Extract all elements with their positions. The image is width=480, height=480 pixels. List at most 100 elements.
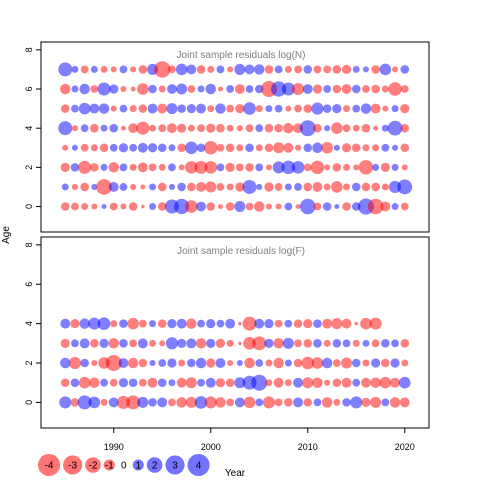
- residual-bubble: [71, 183, 78, 190]
- residual-bubble: [108, 397, 119, 408]
- residual-bubble: [397, 179, 413, 195]
- residual-bubble: [120, 125, 126, 131]
- residual-bubble: [167, 358, 177, 368]
- residual-bubble: [174, 198, 190, 215]
- residual-bubble: [242, 316, 257, 331]
- residual-bubble: [119, 183, 128, 191]
- residual-bubble: [303, 339, 313, 348]
- residual-bubble: [236, 359, 243, 367]
- residual-bubble: [101, 204, 107, 210]
- residual-bubble: [70, 163, 80, 172]
- residual-bubble: [373, 125, 379, 131]
- residual-bubble: [292, 82, 305, 96]
- residual-bubble: [274, 65, 283, 74]
- residual-bubble: [294, 65, 302, 74]
- residual-bubble: [149, 183, 157, 191]
- residual-bubble: [245, 124, 254, 133]
- residual-bubble: [215, 358, 226, 368]
- y-axis-title: Age: [1, 226, 12, 244]
- residual-bubble: [341, 143, 352, 153]
- residual-bubble: [196, 65, 206, 74]
- residual-bubble: [119, 319, 128, 328]
- residual-bubble: [235, 182, 245, 192]
- residual-bubble: [284, 359, 292, 367]
- residual-bubble: [362, 359, 370, 367]
- residual-bubble: [234, 397, 245, 408]
- residual-bubble: [79, 338, 90, 349]
- residual-bubble: [342, 339, 351, 348]
- residual-bubble: [187, 358, 196, 368]
- panel-top-title: Joint sample residuals log(N): [177, 50, 306, 61]
- residual-bubble: [119, 104, 128, 113]
- residual-bubble: [313, 65, 322, 74]
- residual-bubble: [96, 179, 112, 195]
- residual-bubble: [370, 103, 381, 114]
- residual-bubble: [108, 338, 119, 349]
- legend-bubble: [38, 453, 61, 477]
- residual-bubble: [177, 182, 186, 192]
- residual-bubble: [71, 85, 79, 93]
- residual-bubble: [176, 318, 187, 329]
- residual-bubble: [137, 83, 149, 95]
- residual-bubble: [186, 64, 197, 75]
- residual-bubble: [167, 84, 177, 94]
- residual-bubble: [167, 123, 177, 134]
- residual-bubble: [372, 163, 380, 171]
- residual-bubble: [215, 378, 226, 388]
- residual-bubble: [264, 182, 274, 192]
- residual-bubble: [380, 162, 390, 172]
- residual-bubble: [302, 377, 314, 389]
- residual-bubble: [362, 85, 370, 93]
- residual-bubble: [60, 318, 71, 329]
- residual-bubble: [302, 84, 313, 94]
- residual-bubble: [351, 84, 361, 94]
- residual-bubble: [381, 358, 390, 368]
- residual-bubble: [71, 144, 78, 151]
- x-axis-title: Year: [225, 468, 246, 479]
- legend-bubble: [63, 455, 83, 475]
- residual-bubble: [110, 105, 117, 112]
- residual-bubble: [100, 378, 108, 387]
- residual-bubble: [391, 339, 399, 348]
- residual-bubble: [293, 377, 303, 388]
- residual-bubble: [176, 377, 187, 388]
- residual-bubble: [58, 62, 73, 77]
- residual-bubble: [168, 379, 176, 387]
- residual-bubble: [332, 65, 342, 74]
- residual-bubble: [354, 321, 358, 326]
- residual-bubble: [256, 183, 263, 190]
- residual-bubble: [255, 163, 264, 172]
- residual-bubble: [177, 104, 186, 113]
- residual-bubble: [176, 83, 188, 95]
- residual-bubble: [391, 163, 399, 171]
- residual-bubble: [400, 123, 410, 133]
- residual-bubble: [312, 84, 323, 94]
- residual-bubble: [149, 124, 157, 132]
- residual-bubble: [333, 144, 340, 151]
- residual-bubble: [205, 83, 216, 95]
- residual-bubble: [303, 398, 313, 407]
- residual-bubble: [108, 182, 119, 192]
- residual-bubble: [392, 144, 399, 151]
- residual-bubble: [194, 396, 208, 409]
- residual-bubble: [343, 183, 351, 191]
- residual-bubble: [215, 397, 226, 408]
- residual-bubble: [70, 319, 80, 329]
- residual-bubble: [341, 377, 352, 388]
- residual-bubble: [391, 203, 399, 211]
- residual-bubble: [323, 339, 331, 347]
- residual-bubble: [147, 103, 158, 114]
- residual-bubble: [265, 359, 273, 367]
- residual-bubble: [400, 143, 410, 153]
- residual-bubble: [274, 183, 283, 191]
- residual-bubble: [293, 319, 303, 328]
- residual-bubble: [238, 321, 242, 326]
- residual-bubble: [91, 183, 98, 190]
- residual-bubble: [284, 319, 293, 328]
- residual-bubble: [254, 201, 265, 212]
- residual-bubble: [294, 183, 302, 191]
- residual-bubble: [187, 182, 196, 192]
- residual-bubble: [264, 338, 274, 348]
- residual-bubble: [295, 144, 302, 151]
- residual-bubble: [196, 103, 206, 114]
